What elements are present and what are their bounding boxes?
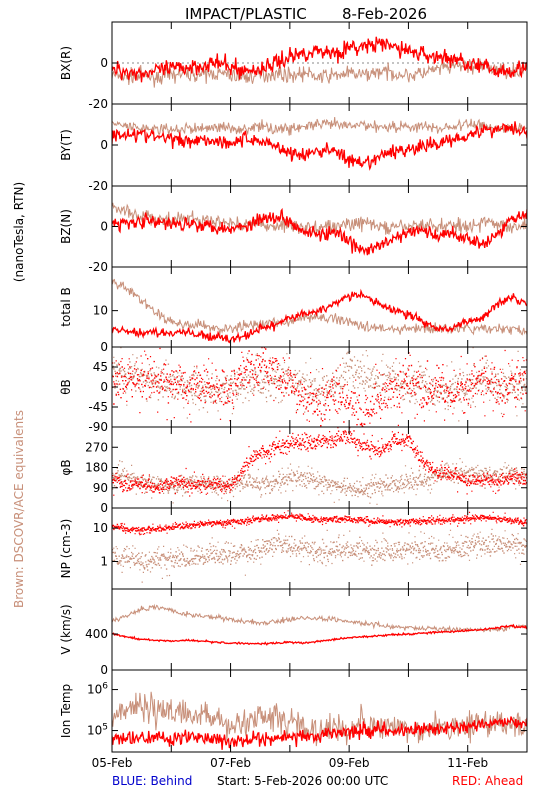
x-tick-label: 05-Feb bbox=[92, 756, 133, 770]
panel-frame bbox=[111, 669, 528, 753]
series-line-ahead bbox=[112, 623, 527, 646]
series-points-ahead bbox=[112, 347, 527, 427]
y-axis-label: BZ(N) bbox=[59, 209, 73, 244]
panel-frame bbox=[111, 103, 528, 187]
panel-phi: 270 180 90 0 φB bbox=[59, 426, 528, 515]
series-points-ahead bbox=[112, 427, 527, 497]
y-tick-label: 0 bbox=[100, 220, 108, 234]
start-time-label: Start: 5-Feb-2026 00:00 UTC bbox=[217, 774, 388, 788]
y-tick-label: -45 bbox=[88, 400, 108, 414]
series-group bbox=[112, 691, 527, 750]
y-tick-label: 10 bbox=[93, 304, 108, 318]
x-axis-labels: 05-Feb 07-Feb 09-Feb 11-Feb bbox=[92, 756, 489, 770]
series-group bbox=[112, 117, 527, 171]
y-tick-label: -20 bbox=[88, 97, 108, 111]
series-points-dscovrace bbox=[112, 347, 527, 422]
ahead-legend: RED: Ahead bbox=[452, 774, 523, 788]
series-group bbox=[112, 427, 527, 505]
panel-temp: 106 105 Ion Temp bbox=[59, 669, 528, 753]
series-line-dscovrace bbox=[112, 202, 527, 235]
chart-date: 8-Feb-2026 bbox=[342, 5, 427, 23]
series-line-ahead bbox=[112, 36, 527, 83]
y-axis-label: φB bbox=[59, 459, 73, 475]
units-side-label: (nanoTesla, RTN) bbox=[12, 182, 26, 282]
panel-v: 400 0 V (km/s) bbox=[59, 588, 528, 677]
y-tick-label: 0 bbox=[100, 663, 108, 677]
series-group bbox=[112, 603, 527, 646]
panel-frame bbox=[111, 346, 528, 428]
series-line-ahead bbox=[112, 121, 527, 171]
y-tick-label: 180 bbox=[85, 461, 108, 475]
y-axis-label: Ion Temp bbox=[59, 684, 73, 738]
y-axis-label: BY(T) bbox=[59, 129, 73, 161]
series-line-dscovrace bbox=[112, 278, 527, 336]
y-tick-label: 45 bbox=[93, 360, 108, 374]
series-line-dscovrace bbox=[112, 117, 527, 136]
series-line-dscovrace bbox=[112, 58, 527, 88]
series-points-ahead bbox=[112, 510, 527, 536]
y-tick-label: -20 bbox=[88, 179, 108, 193]
panel-np: 10 1 NP (cm-3) bbox=[59, 507, 528, 590]
y-tick-label: 0 bbox=[100, 380, 108, 394]
y-axis-label: total B bbox=[59, 287, 73, 327]
y-tick-label: -90 bbox=[88, 420, 108, 434]
y-tick-label: 90 bbox=[93, 481, 108, 495]
panel-bt: 10 0 total B bbox=[59, 266, 528, 354]
y-tick-label: 1 bbox=[100, 554, 108, 568]
y-tick-label: 0 bbox=[100, 138, 108, 152]
y-tick-label: 10 bbox=[93, 521, 108, 535]
x-tick-label: 09-Feb bbox=[329, 756, 370, 770]
panel-bx: 0 -20 BX(R) bbox=[59, 21, 528, 111]
series-line-dscovrace bbox=[112, 603, 527, 634]
series-group bbox=[112, 510, 527, 583]
series-group bbox=[112, 36, 527, 88]
series-line-ahead bbox=[112, 288, 527, 344]
x-tick-label: 11-Feb bbox=[447, 756, 488, 770]
panel-bz: 0 -20 BZ(N) bbox=[59, 185, 528, 274]
brown-legend-label: Brown: DSCOVR/ACE equivalents bbox=[12, 410, 26, 608]
y-tick-label: 106 bbox=[87, 682, 108, 697]
y-tick-label: 0 bbox=[100, 501, 108, 515]
series-group bbox=[112, 278, 527, 344]
y-tick-label: 270 bbox=[85, 440, 108, 454]
series-line-ahead bbox=[112, 207, 527, 256]
series-points-dscovrace bbox=[112, 528, 527, 583]
y-axis-label: BX(R) bbox=[59, 46, 73, 80]
series-group bbox=[112, 202, 527, 256]
y-tick-label: -20 bbox=[88, 260, 108, 274]
panel-theta: 45 0 -45 -90 θB bbox=[59, 346, 528, 434]
y-tick-label: 105 bbox=[87, 723, 108, 738]
y-axis-label: NP (cm-3) bbox=[59, 519, 73, 579]
series-line-ahead bbox=[112, 716, 527, 750]
behind-legend: BLUE: Behind bbox=[112, 774, 192, 788]
y-tick-label: 400 bbox=[85, 627, 108, 641]
y-axis-label: V (km/s) bbox=[59, 604, 73, 654]
series-group bbox=[112, 347, 527, 427]
panel-by: 0 -20 BY(T) bbox=[59, 103, 528, 193]
panel-frame bbox=[111, 426, 528, 509]
y-tick-label: 0 bbox=[100, 340, 108, 354]
y-tick-label: 0 bbox=[100, 56, 108, 70]
chart-title: IMPACT/PLASTIC bbox=[185, 5, 307, 23]
x-tick-label: 07-Feb bbox=[210, 756, 251, 770]
y-axis-label: θB bbox=[59, 379, 73, 395]
